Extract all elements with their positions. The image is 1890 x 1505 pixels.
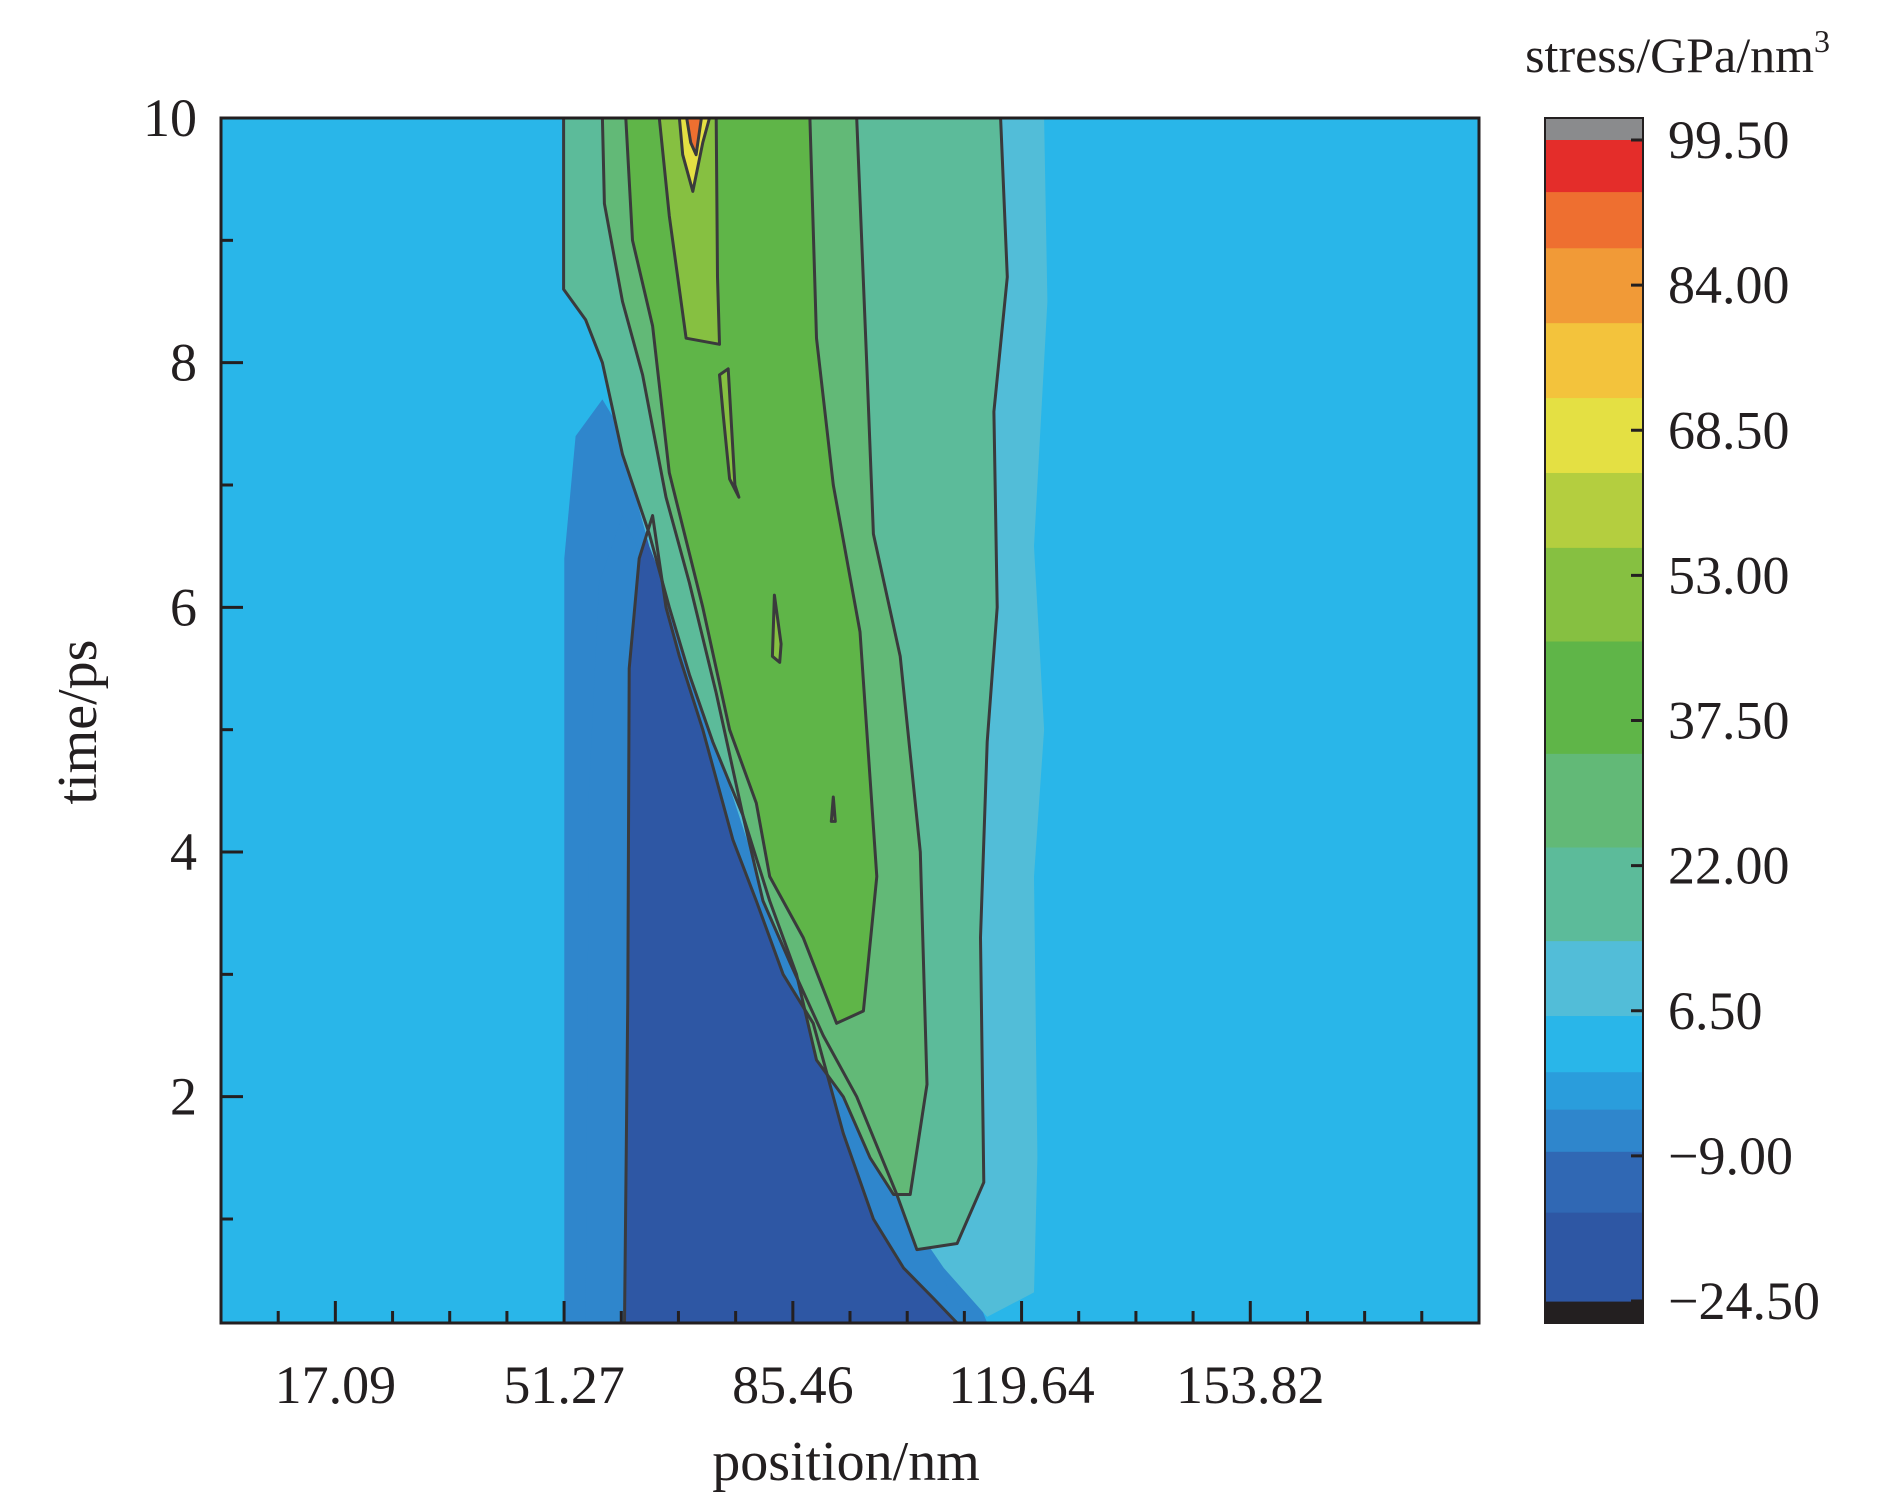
x-tick-label: 153.82 bbox=[1176, 1355, 1325, 1415]
y-tick-label: 8 bbox=[170, 333, 197, 393]
contour-line-tension-strong bbox=[657, 118, 721, 346]
colorbar-band bbox=[1545, 940, 1643, 1017]
contour-region-tension-inner bbox=[625, 118, 877, 1024]
colorbar-band bbox=[1545, 753, 1643, 848]
colorbar-band bbox=[1545, 846, 1643, 942]
contour-lines bbox=[562, 118, 1009, 1323]
colorbar-title-superscript: 3 bbox=[1814, 23, 1830, 59]
y-tick-label: 4 bbox=[170, 822, 197, 882]
x-axis-title: position/nm bbox=[712, 1431, 980, 1493]
contour-region-tension-strong bbox=[659, 118, 720, 345]
plot-area bbox=[221, 118, 1479, 1323]
colorbar-band bbox=[1545, 1071, 1643, 1110]
colorbar-band bbox=[1545, 472, 1643, 548]
colorbar-band bbox=[1545, 322, 1643, 399]
y-axis-title: time/ps bbox=[47, 640, 109, 805]
contour-line-island-2 bbox=[770, 593, 783, 664]
colorbar-tick-label: 53.00 bbox=[1668, 545, 1790, 605]
contour-line-island-1 bbox=[718, 367, 741, 499]
contour-region-peak bbox=[686, 118, 702, 155]
colorbar-band bbox=[1545, 191, 1643, 249]
colorbar-band bbox=[1545, 1212, 1643, 1302]
colorbar-band bbox=[1545, 547, 1643, 642]
contour-line-peak bbox=[685, 118, 703, 157]
colorbar-tick-label: −24.50 bbox=[1668, 1271, 1820, 1331]
colorbar-tick-label: 84.00 bbox=[1668, 255, 1790, 315]
colorbar-under-swatch bbox=[1545, 1301, 1643, 1323]
colorbar-tick-label: 68.50 bbox=[1668, 400, 1790, 460]
contour-line-island-3 bbox=[829, 795, 837, 823]
colorbar-tick-label: 6.50 bbox=[1668, 981, 1763, 1041]
contour-line-tension-outer bbox=[562, 118, 1009, 1252]
y-tick-label: 6 bbox=[170, 577, 197, 637]
contour-region-compression-core bbox=[624, 515, 958, 1323]
y-tick-label: 2 bbox=[170, 1067, 197, 1127]
colorbar-band bbox=[1545, 247, 1643, 324]
colorbar-over-swatch bbox=[1545, 118, 1643, 140]
contour-region-peak-halo bbox=[679, 118, 710, 192]
x-tick-label: 119.64 bbox=[948, 1355, 1095, 1415]
colorbar-tick-label: 99.50 bbox=[1668, 110, 1790, 170]
contour-line-tension-inner bbox=[624, 118, 879, 1025]
colorbar-tick-label: −9.00 bbox=[1668, 1126, 1793, 1186]
colorbar-band bbox=[1545, 397, 1643, 473]
colorbar-title: stress/GPa/nm3 bbox=[1525, 23, 1830, 83]
colorbar: 99.50 84.00 68.50 53.00 37.50 22.00 6.50 −9.00 −… bbox=[1525, 23, 1830, 1331]
y-tick-label: 10 bbox=[143, 88, 197, 148]
colorbar-band bbox=[1545, 140, 1643, 193]
colorbar-tick-label: 37.50 bbox=[1668, 691, 1790, 751]
colorbar-band bbox=[1545, 1151, 1643, 1213]
colorbar-tick-label: 22.00 bbox=[1668, 836, 1790, 896]
contour-line-compression-core bbox=[623, 514, 959, 1323]
x-tick-label: 17.09 bbox=[275, 1355, 397, 1415]
colorbar-band bbox=[1545, 1109, 1643, 1152]
contour-fills bbox=[563, 118, 1048, 1323]
contour-line-peak-halo bbox=[677, 118, 711, 193]
contour-region-island-1 bbox=[719, 368, 739, 498]
colorbar-title-text: stress/GPa/nm bbox=[1525, 27, 1814, 83]
contour-line-tension-mid bbox=[600, 118, 929, 1196]
x-tick-label: 85.46 bbox=[732, 1355, 854, 1415]
colorbar-band bbox=[1545, 640, 1643, 754]
colorbar-band bbox=[1545, 1015, 1643, 1073]
x-tick-label: 51.27 bbox=[503, 1355, 625, 1415]
axes: 17.09 51.27 85.46 119.64 153.82 2 4 6 8 10 bbox=[143, 88, 1481, 1415]
